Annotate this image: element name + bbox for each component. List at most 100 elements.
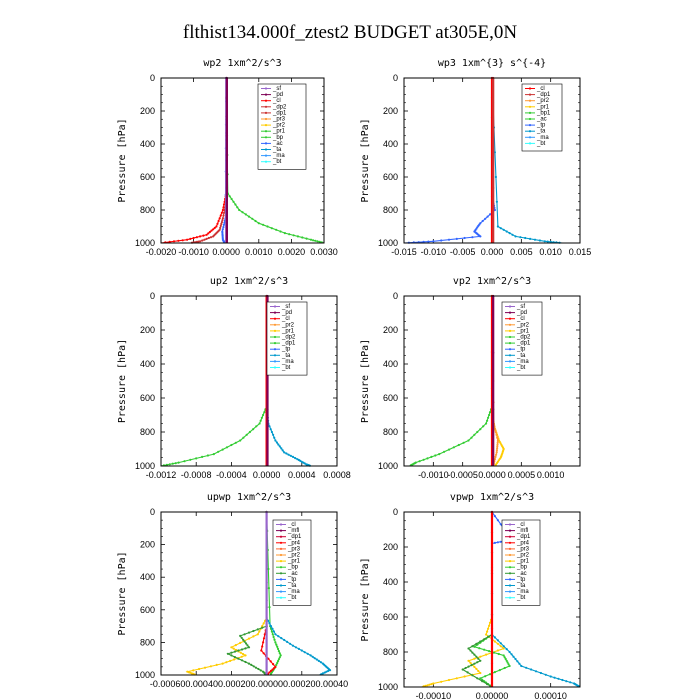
- data-point: [220, 211, 223, 214]
- legend-entry: _ta: [516, 353, 526, 359]
- data-point: [516, 660, 519, 663]
- data-point: [487, 416, 490, 419]
- data-point: [280, 447, 283, 450]
- legend-marker: [273, 354, 277, 357]
- legend-marker: [528, 105, 532, 108]
- y-tick-label: 1000: [135, 461, 155, 471]
- legend-entry: _dp2: [516, 335, 531, 341]
- data-point: [230, 443, 233, 447]
- data-point: [317, 659, 320, 663]
- legend-marker: [528, 142, 532, 145]
- legend-entry: _bp1: [536, 110, 551, 116]
- y-tick-label: 600: [140, 605, 155, 615]
- legend-entry: _ta: [536, 129, 546, 135]
- legend-entry: _ma: [281, 359, 294, 365]
- data-point: [494, 455, 497, 458]
- data-point: [492, 131, 495, 135]
- legend-entry: _pd: [281, 310, 292, 316]
- legend-entry: _tp: [516, 577, 526, 583]
- data-point: [274, 439, 277, 442]
- data-point: [538, 239, 542, 242]
- legend-marker: [279, 560, 283, 563]
- data-point: [275, 663, 278, 667]
- legend-entry: _ta: [281, 353, 291, 359]
- legend-entry: _pr1: [287, 559, 301, 565]
- data-point: [496, 642, 499, 645]
- data-point: [269, 625, 273, 628]
- data-point: [251, 217, 254, 220]
- data-point: [279, 230, 282, 233]
- data-point: [276, 647, 280, 651]
- data-point: [207, 236, 210, 240]
- data-point: [186, 238, 189, 241]
- data-point: [507, 663, 510, 666]
- data-point: [455, 237, 458, 240]
- legend-entry: _pr2: [281, 322, 295, 328]
- data-point: [455, 677, 458, 680]
- data-point: [292, 234, 295, 237]
- data-point: [512, 655, 515, 658]
- y-tick-label: 1000: [135, 238, 155, 248]
- data-point: [313, 657, 316, 660]
- legend-marker: [508, 342, 512, 345]
- data-point: [492, 351, 495, 354]
- data-point: [467, 665, 470, 668]
- data-point: [252, 629, 255, 633]
- legend-entry: _cl: [516, 522, 525, 528]
- data-point: [269, 660, 272, 663]
- y-tick-label: 1000: [378, 461, 398, 471]
- data-point: [432, 240, 435, 243]
- legend-marker: [264, 136, 268, 139]
- data-point: [195, 240, 198, 243]
- data-point: [496, 439, 499, 442]
- data-point: [230, 646, 233, 649]
- y-tick-label: 0: [150, 507, 155, 517]
- data-point: [508, 232, 511, 235]
- data-point: [496, 447, 499, 450]
- legend-marker: [264, 154, 268, 157]
- legend-entry: _ma: [516, 589, 529, 595]
- legend-marker: [508, 523, 512, 526]
- panel-title: wp2 1xm^2/s^3: [203, 58, 281, 69]
- data-point: [546, 240, 549, 243]
- data-point: [223, 221, 226, 224]
- legend-entry: _dp2: [281, 335, 296, 341]
- data-point: [263, 411, 266, 414]
- data-point: [452, 446, 455, 449]
- data-point: [520, 664, 523, 668]
- y-axis-label: Pressure [hPa]: [360, 339, 371, 423]
- data-point: [243, 633, 246, 636]
- data-point: [268, 671, 271, 674]
- data-point: [278, 445, 281, 448]
- y-tick-label: 600: [140, 172, 155, 182]
- legend-entry: _ma: [287, 589, 300, 595]
- data-point: [485, 422, 488, 425]
- data-point: [195, 457, 198, 460]
- x-tick-label: 0.0000: [212, 247, 240, 257]
- data-point: [471, 674, 474, 677]
- data-point: [473, 657, 476, 660]
- data-point: [279, 654, 282, 657]
- y-axis-label: Pressure [hPa]: [360, 118, 371, 202]
- data-point: [271, 668, 274, 671]
- data-point: [220, 222, 223, 226]
- legend-entry: _bt: [287, 595, 297, 601]
- data-point: [296, 235, 299, 238]
- legend-entry: _tp: [516, 347, 526, 353]
- data-point: [493, 541, 496, 545]
- data-point: [498, 669, 501, 672]
- data-point: [494, 175, 497, 179]
- data-point: [485, 653, 488, 656]
- data-point: [499, 645, 502, 648]
- data-point: [534, 670, 538, 673]
- data-point: [493, 636, 496, 639]
- data-point: [479, 640, 482, 643]
- data-point: [207, 232, 210, 235]
- data-point: [254, 666, 258, 669]
- x-tick-label: 0.010: [539, 247, 562, 257]
- data-point: [476, 430, 479, 434]
- legend-marker: [508, 572, 512, 575]
- legend-marker: [279, 541, 283, 544]
- data-point: [495, 433, 498, 436]
- y-tick-label: 200: [383, 325, 398, 335]
